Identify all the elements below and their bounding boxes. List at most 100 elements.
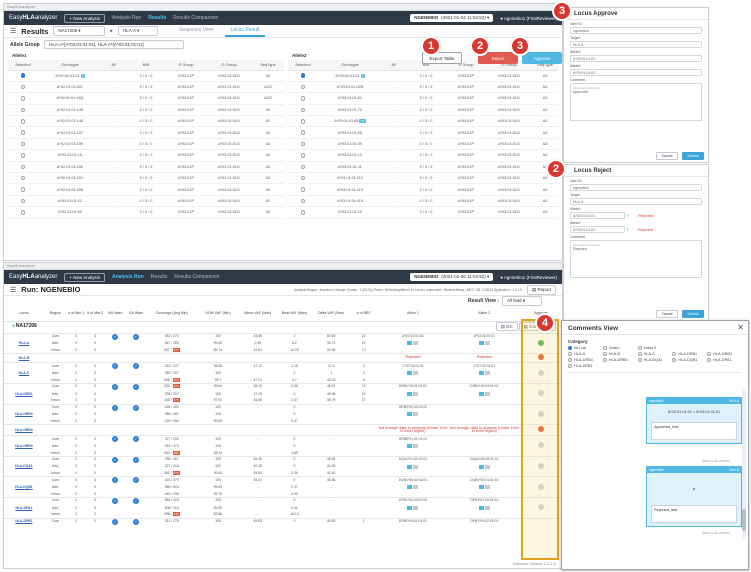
- col-selected[interactable]: Selected: [288, 60, 318, 71]
- row-radio[interactable]: [20, 187, 26, 192]
- nav-results[interactable]: Results: [150, 274, 168, 280]
- col-genotype[interactable]: Genotype: [318, 60, 382, 71]
- col-g-group[interactable]: G Group: [206, 60, 252, 71]
- row-radio[interactable]: [20, 96, 26, 101]
- category-option[interactable]: HLA-DRB5: [602, 358, 638, 362]
- locus-link[interactable]: HLA-C: [18, 371, 30, 376]
- comment-card[interactable]: ngenebio1 HLA-A A*02:01:01:01 × A*03:01:0…: [646, 397, 742, 444]
- locus-link[interactable]: HLA-DRB3: [15, 412, 33, 417]
- comment-textarea[interactable]: Recorded Comment Approved: [570, 83, 702, 121]
- table-row[interactable]: A*02:01:01:160 -0 / 0 / 0 A*02:01P A*02:01:…: [8, 161, 284, 174]
- comment-card[interactable]: ngenebio1 HLA-B × Rejected_test: [646, 466, 742, 527]
- table-row[interactable]: A*03:01:01:112 -0 / 0 / 0 A*03:01P A*03:01:…: [288, 172, 558, 185]
- row-radio[interactable]: [300, 210, 306, 215]
- category-option[interactable]: Class II: [637, 346, 742, 350]
- col-p-group[interactable]: P Group: [446, 60, 486, 71]
- locus-link[interactable]: HLA-DPA1: [15, 505, 33, 510]
- approve-status-icon[interactable]: [537, 483, 544, 490]
- row-radio[interactable]: [300, 187, 306, 192]
- table-row[interactable]: A*03:01:01:21 -0 / 0 / 0 A*03:01P A*03:01:0…: [288, 92, 558, 105]
- approve-status-icon[interactable]: [537, 369, 544, 376]
- reject-button[interactable]: Reject: [478, 52, 518, 64]
- locus-select[interactable]: HLA-A ▾: [117, 26, 158, 36]
- approve-cancel-button[interactable]: Cancel: [656, 152, 678, 160]
- close-icon[interactable]: ✕: [737, 323, 744, 332]
- row-radio[interactable]: [20, 175, 26, 181]
- row-radio[interactable]: [20, 107, 26, 113]
- col-seqtype[interactable]: SeqType: [532, 60, 558, 71]
- col-g-group[interactable]: G Group: [486, 60, 532, 71]
- col-seqtype[interactable]: SeqType: [252, 60, 284, 71]
- approve-status-icon[interactable]: [537, 504, 544, 511]
- category-option[interactable]: Class I: [602, 346, 638, 350]
- sample-select[interactable]: NA17206 ▾: [53, 26, 106, 36]
- reject-submit-button[interactable]: Submit: [682, 310, 704, 318]
- row-radio[interactable]: [300, 107, 306, 113]
- row-radio[interactable]: [20, 210, 26, 215]
- row-radio[interactable]: [20, 198, 26, 204]
- approve-status-icon[interactable]: [537, 339, 544, 346]
- category-option[interactable]: HLA-C: [637, 352, 673, 356]
- reject-cancel-button[interactable]: Cancel: [656, 310, 678, 318]
- category-option[interactable]: HLA-A: [568, 352, 603, 356]
- table-row[interactable]: A*02:01:01:16 -0 / 0 / 0 A*02:01P A*02:01:0…: [8, 149, 284, 162]
- row-radio[interactable]: [300, 153, 306, 158]
- nav-results[interactable]: Results: [148, 15, 167, 21]
- locus-link[interactable]: HLA-DQA1: [15, 464, 33, 469]
- run-select[interactable]: NGENEBIO (2021-01-04 11:54:52) ▾: [410, 14, 494, 22]
- category-option[interactable]: All Loci: [568, 346, 603, 350]
- locus-link[interactable]: HLA-DRB4: [15, 427, 33, 432]
- row-radio[interactable]: [20, 73, 26, 78]
- approve-submit-button[interactable]: Submit: [682, 152, 704, 160]
- category-option[interactable]: HLA-B: [602, 352, 638, 356]
- table-row[interactable]: A*03:01:01:113 -0 / 0 / 0 A*03:01P A*03:01:…: [288, 183, 558, 196]
- table-row[interactable]: A*03:01:01:01 P -0 / 0 / 0 A*03:01P A*03:01…: [288, 70, 558, 82]
- locus-link[interactable]: HLA-DQB1: [15, 485, 33, 490]
- row-radio[interactable]: [300, 141, 306, 147]
- nav-results-comparison[interactable]: Results Comparison: [174, 274, 220, 280]
- table-row[interactable]: A*03:01:01:02N -0 / 0 / 0 A*03:01P A*03:01:…: [288, 81, 558, 94]
- table-row[interactable]: A*03:01:01:09 -0 / 0 / 0 A*03:01P A*03:01:0…: [288, 138, 558, 151]
- locus-link[interactable]: HLA-A: [18, 341, 30, 346]
- plus-icon[interactable]: ✚: [12, 324, 15, 329]
- approve-status-icon[interactable]: [537, 354, 544, 361]
- category-option[interactable]: HLA-DPA1: [707, 358, 742, 362]
- table-row[interactable]: A*02:01:01:159 -0 / 0 / 0 A*02:01P A*02:01:…: [8, 138, 284, 151]
- locus-link[interactable]: HLA-B: [18, 355, 30, 360]
- table-row[interactable]: A*02:01:01:21 -0 / 0 / 0 A*02:01P A*02:01:0…: [8, 195, 284, 208]
- column-header[interactable]: Best VAF (Max): [276, 305, 313, 322]
- category-option[interactable]: HLA-DRB1: [672, 352, 707, 356]
- row-radio[interactable]: [300, 96, 306, 101]
- new-analysis-button[interactable]: + New Analysis: [64, 13, 106, 23]
- category-option[interactable]: HLA-DRB3: [707, 352, 742, 356]
- nav-analysis-run[interactable]: Analysis Run: [112, 274, 144, 280]
- row-radio[interactable]: [300, 164, 306, 170]
- table-row[interactable]: A*02:01:01:145 -0 / 0 / 0 A*02:01P A*02:01:…: [8, 104, 284, 117]
- column-header[interactable]: Allele 2: [448, 305, 520, 322]
- table-row[interactable]: A*02:01:01:206 -0 / 0 / 0 A*02:01P A*02:01:…: [8, 183, 284, 196]
- row-radio[interactable]: [300, 130, 306, 135]
- tab-locus-result[interactable]: Locus Result: [224, 25, 266, 37]
- column-header[interactable]: # of Mbr 2: [85, 305, 105, 322]
- row-radio[interactable]: [300, 73, 306, 78]
- nav-results-comparison[interactable]: Results Comparison: [173, 15, 219, 21]
- column-header[interactable]: Coverage (Avg Min): [146, 305, 197, 322]
- col-p-group[interactable]: P Group: [166, 60, 206, 71]
- approve-status-icon[interactable]: [537, 390, 544, 397]
- row-radio[interactable]: [20, 164, 26, 170]
- table-row[interactable]: A*02:01:01:146 -0 / 0 / 0 A*02:01P A*02:01:…: [8, 115, 284, 128]
- col-genotype[interactable]: Genotype: [38, 60, 102, 71]
- approve-status-icon[interactable]: [537, 442, 544, 449]
- column-header[interactable]: # of Mbr 1: [66, 305, 86, 322]
- table-row[interactable]: A*03:01:01:85 NS -0 / 0 / 0 A*03:01P A*03:0…: [288, 115, 558, 128]
- new-analysis-button[interactable]: + New Analysis: [64, 272, 106, 282]
- table-row[interactable]: A*03:01:01:10 -0 / 0 / 0 A*03:01P A*03:01:0…: [288, 149, 558, 162]
- user-menu[interactable]: ● ngenebio1 (FirstReviewer): [500, 15, 557, 21]
- locus-link[interactable]: HLA-DPB1: [15, 519, 33, 524]
- table-row[interactable]: A*03:01:01:12 -0 / 0 / 0 A*03:01P A*03:01:0…: [288, 206, 558, 219]
- column-header[interactable]: HOM VAF (Min): [196, 305, 239, 322]
- col-mm[interactable]: MM: [126, 60, 166, 71]
- column-header[interactable]: Allele 1: [377, 305, 449, 322]
- approve-button[interactable]: Approve: [522, 52, 562, 64]
- table-row[interactable]: A*03:01:01:08 -0 / 0 / 0 A*03:01P A*03:01:0…: [288, 126, 558, 139]
